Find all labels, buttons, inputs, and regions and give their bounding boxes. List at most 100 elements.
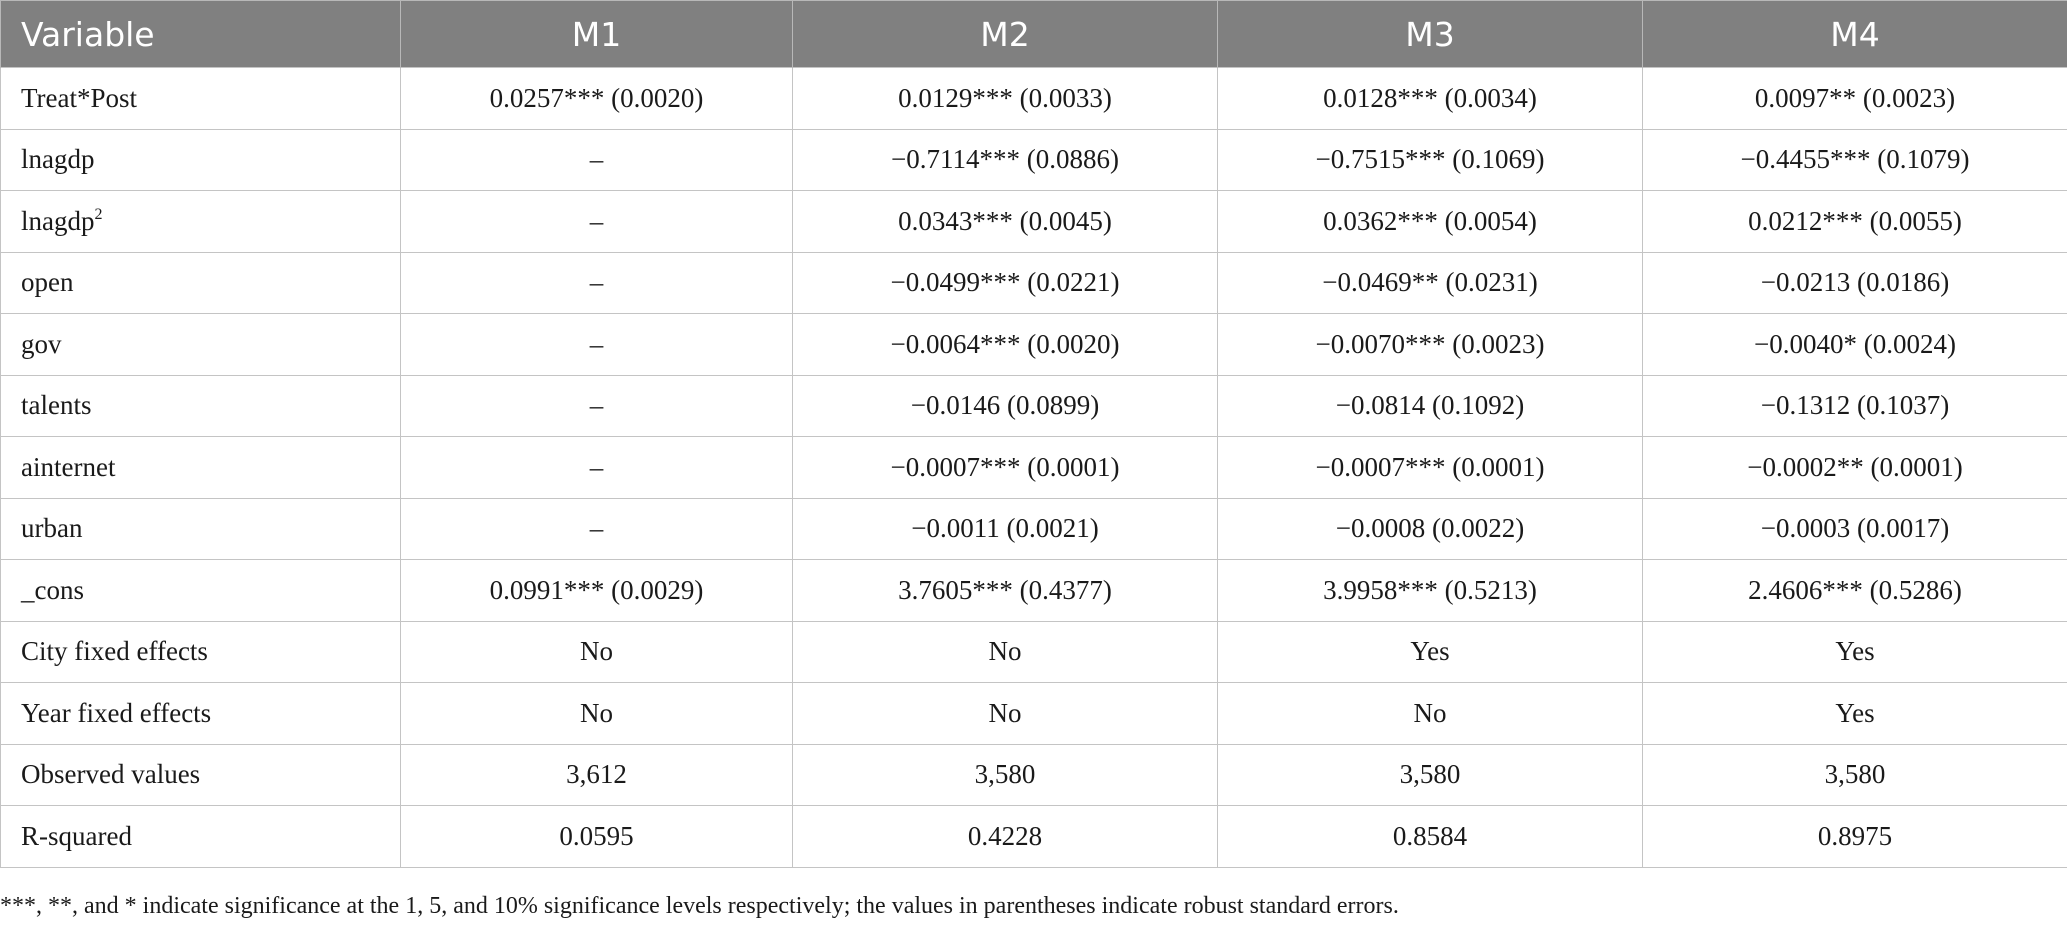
- row-variable-cell: Year fixed effects: [0, 682, 401, 745]
- variable-label: R-squared: [21, 820, 132, 851]
- variable-label: ainternet: [21, 451, 116, 482]
- value-cell-m2: −0.0146 (0.0899): [792, 374, 1218, 437]
- table-row: lnagdp2–0.0343*** (0.0045) 0.0362*** (0.0…: [0, 190, 2067, 253]
- value-cell-m1: 0.0991*** (0.0029): [400, 559, 793, 622]
- value-cell-m2: No: [792, 620, 1218, 683]
- table-row: R-squared 0.0595 0.4228 0.8584 0.8975: [0, 805, 2067, 868]
- value-cell-m4: −0.0003 (0.0017): [1642, 497, 2067, 560]
- value-cell-m1: No: [400, 682, 793, 745]
- value-cell-m4: −0.1312 (0.1037): [1642, 374, 2067, 437]
- value-cell-m3: 3,580: [1217, 743, 1643, 806]
- row-variable-cell: urban: [0, 497, 401, 560]
- row-variable-cell: R-squared: [0, 805, 401, 868]
- row-variable-cell: City fixed effects: [0, 620, 401, 683]
- header-m1: M1: [400, 0, 793, 68]
- table-body: Treat*Post 0.0257*** (0.0020) 0.0129*** (0…: [0, 67, 2067, 868]
- value-cell-m4: −0.0040* (0.0024): [1642, 313, 2067, 376]
- value-cell-m2: −0.0499*** (0.0221): [792, 251, 1218, 314]
- table-row: gov – −0.0064*** (0.0020) −0.0070*** (0.002…: [0, 313, 2067, 376]
- value-cell-m4: −0.4455*** (0.1079): [1642, 128, 2067, 191]
- header-m2: M2: [792, 0, 1218, 68]
- value-cell-m2: 0.0343*** (0.0045): [792, 190, 1218, 253]
- value-cell-m4: 3,580: [1642, 743, 2067, 806]
- table-row: lnagdp – −0.7114*** (0.0886) −0.7515*** (0.…: [0, 128, 2067, 191]
- value-cell-m4: 0.8975: [1642, 805, 2067, 868]
- table-row: ainternet – −0.0007*** (0.0001) −0.0007*** …: [0, 436, 2067, 499]
- value-cell-m4: 0.0097** (0.0023): [1642, 67, 2067, 130]
- row-variable-cell: gov: [0, 313, 401, 376]
- value-cell-m4: −0.0213 (0.0186): [1642, 251, 2067, 314]
- table-container: Variable M1 M2 M3 M4 Treat*Post 0.0257***…: [0, 0, 2067, 868]
- value-cell-m1: –: [400, 128, 793, 191]
- variable-label: open: [21, 267, 74, 298]
- value-cell-m1: –: [400, 497, 793, 560]
- value-cell-m1: 0.0257*** (0.0020): [400, 67, 793, 130]
- value-cell-m3: Yes: [1217, 620, 1643, 683]
- table-row: Year fixed effects No No No Yes: [0, 682, 2067, 745]
- value-cell-m4: 0.0212*** (0.0055): [1642, 190, 2067, 253]
- value-cell-m2: 3.7605*** (0.4377): [792, 559, 1218, 622]
- row-variable-cell: open: [0, 251, 401, 314]
- value-cell-m1: –: [400, 436, 793, 499]
- value-cell-m2: −0.0064*** (0.0020): [792, 313, 1218, 376]
- row-variable-cell: lnagdp2: [0, 190, 401, 253]
- variable-label: lnagdp: [21, 144, 95, 175]
- value-cell-m2: 0.4228: [792, 805, 1218, 868]
- value-cell-m1: –: [400, 313, 793, 376]
- value-cell-m2: No: [792, 682, 1218, 745]
- value-cell-m2: 0.0129*** (0.0033): [792, 67, 1218, 130]
- table-row: talents – −0.0146 (0.0899) −0.0814 (0.1092)…: [0, 374, 2067, 437]
- value-cell-m3: No: [1217, 682, 1643, 745]
- row-variable-cell: _cons: [0, 559, 401, 622]
- variable-label: City fixed effects: [21, 636, 208, 667]
- table-row: open – −0.0499*** (0.0221) −0.0469** (0.023…: [0, 251, 2067, 314]
- row-variable-cell: ainternet: [0, 436, 401, 499]
- value-cell-m1: –: [400, 374, 793, 437]
- value-cell-m4: 2.4606*** (0.5286): [1642, 559, 2067, 622]
- value-cell-m4: Yes: [1642, 682, 2067, 745]
- value-cell-m4: −0.0002** (0.0001): [1642, 436, 2067, 499]
- value-cell-m3: 0.8584: [1217, 805, 1643, 868]
- header-m3: M3: [1217, 0, 1643, 68]
- variable-superscript: 2: [94, 205, 103, 223]
- value-cell-m1: 0.0595: [400, 805, 793, 868]
- value-cell-m4: Yes: [1642, 620, 2067, 683]
- variable-label: urban: [21, 513, 83, 544]
- table-row: Treat*Post 0.0257*** (0.0020) 0.0129*** (0…: [0, 67, 2067, 130]
- value-cell-m2: −0.0007*** (0.0001): [792, 436, 1218, 499]
- value-cell-m3: 3.9958*** (0.5213): [1217, 559, 1643, 622]
- header-m4: M4: [1642, 0, 2067, 68]
- value-cell-m2: −0.7114*** (0.0886): [792, 128, 1218, 191]
- table-row: Observed values 3,612 3,580 3,580 3,580: [0, 743, 2067, 806]
- row-variable-cell: Treat*Post: [0, 67, 401, 130]
- value-cell-m3: −0.0008 (0.0022): [1217, 497, 1643, 560]
- value-cell-m1: –: [400, 190, 793, 253]
- header-row: Variable M1 M2 M3 M4: [0, 0, 2067, 68]
- value-cell-m2: 3,580: [792, 743, 1218, 806]
- value-cell-m3: −0.0070*** (0.0023): [1217, 313, 1643, 376]
- value-cell-m3: −0.7515*** (0.1069): [1217, 128, 1643, 191]
- table-row: urban – −0.0011 (0.0021) −0.0008 (0.0022) −0…: [0, 497, 2067, 560]
- variable-label: gov: [21, 328, 62, 359]
- header-variable: Variable: [0, 0, 401, 68]
- value-cell-m3: 0.0128*** (0.0034): [1217, 67, 1643, 130]
- value-cell-m3: −0.0469** (0.0231): [1217, 251, 1643, 314]
- regression-table: Variable M1 M2 M3 M4 Treat*Post 0.0257***…: [0, 0, 2067, 868]
- variable-label: lnagdp: [21, 205, 95, 236]
- value-cell-m1: No: [400, 620, 793, 683]
- row-variable-cell: Observed values: [0, 743, 401, 806]
- value-cell-m3: −0.0007*** (0.0001): [1217, 436, 1643, 499]
- table-row: _cons 0.0991*** (0.0029) 3.7605*** (0.4377…: [0, 559, 2067, 622]
- variable-label: Year fixed effects: [21, 697, 212, 728]
- value-cell-m1: –: [400, 251, 793, 314]
- variable-label: _cons: [21, 574, 84, 605]
- table-footnote: ***, **, and * indicate significance at …: [0, 893, 1399, 919]
- value-cell-m1: 3,612: [400, 743, 793, 806]
- table-row: City fixed effects No No Yes Yes: [0, 620, 2067, 683]
- variable-label: Observed values: [21, 759, 201, 790]
- value-cell-m3: 0.0362*** (0.0054): [1217, 190, 1643, 253]
- variable-label: talents: [21, 390, 92, 421]
- variable-label: Treat*Post: [21, 82, 138, 113]
- row-variable-cell: talents: [0, 374, 401, 437]
- value-cell-m2: −0.0011 (0.0021): [792, 497, 1218, 560]
